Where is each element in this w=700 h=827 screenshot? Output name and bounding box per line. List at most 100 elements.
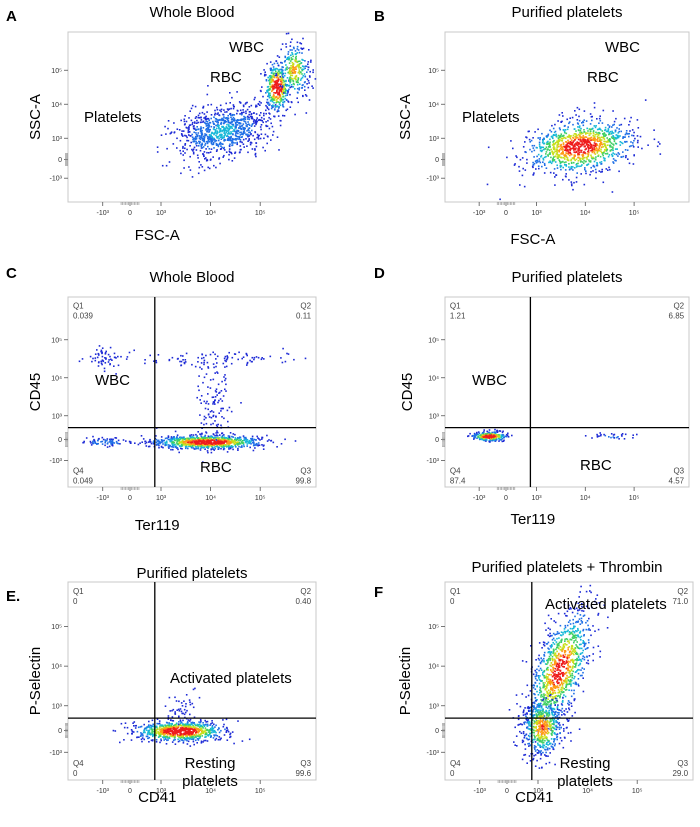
event-dot xyxy=(200,395,203,397)
event-dot xyxy=(198,166,201,169)
event-dot xyxy=(217,383,220,386)
event-dot xyxy=(248,127,251,129)
event-dot xyxy=(139,735,142,737)
event-dot xyxy=(262,445,265,447)
event-dot xyxy=(526,162,528,164)
event-dot xyxy=(246,125,248,128)
event-dot xyxy=(204,435,206,438)
x-tick-label: 10³ xyxy=(531,210,542,217)
event-dot xyxy=(283,100,286,103)
event-dot xyxy=(235,122,237,125)
event-dot xyxy=(286,68,288,70)
event-dot xyxy=(578,119,581,122)
event-dot xyxy=(207,104,209,106)
event-dot xyxy=(281,85,284,87)
event-dot xyxy=(590,116,593,118)
event-dot xyxy=(231,96,233,99)
event-dot xyxy=(246,364,248,366)
event-dot xyxy=(266,90,268,93)
event-dot xyxy=(242,442,245,444)
event-dot xyxy=(218,399,220,402)
event-dot xyxy=(608,166,610,169)
event-dot xyxy=(216,132,219,134)
event-dot xyxy=(567,153,570,156)
event-dot xyxy=(90,442,92,444)
event-dot xyxy=(564,154,567,156)
event-dot xyxy=(227,445,229,447)
event-dot xyxy=(242,104,245,107)
event-dot xyxy=(272,98,275,101)
y-tick-label: 10⁵ xyxy=(428,337,439,344)
event-dot xyxy=(207,123,210,126)
event-dot xyxy=(551,124,553,127)
event-dot xyxy=(303,85,306,88)
event-dot xyxy=(219,134,221,137)
event-dot xyxy=(562,137,565,139)
event-dot xyxy=(595,142,597,145)
event-dot xyxy=(223,446,225,448)
event-dot xyxy=(593,106,596,109)
event-dot xyxy=(246,123,248,126)
event-dot xyxy=(301,69,304,72)
event-dot xyxy=(307,61,310,63)
event-dot xyxy=(172,143,175,145)
event-dot xyxy=(245,122,247,125)
event-dot xyxy=(166,147,168,150)
event-dot xyxy=(582,144,584,146)
event-dot xyxy=(577,147,580,150)
event-dot xyxy=(608,126,611,129)
event-dot xyxy=(577,152,579,154)
event-dot xyxy=(237,437,239,439)
event-dot xyxy=(618,130,620,133)
event-dot xyxy=(559,136,561,139)
event-dot xyxy=(301,52,303,54)
event-dot xyxy=(208,729,211,731)
event-dot xyxy=(531,165,534,168)
event-dot xyxy=(223,149,226,151)
event-dot xyxy=(523,185,526,188)
event-dot xyxy=(257,103,260,105)
event-dot xyxy=(196,122,198,124)
event-dot xyxy=(550,162,553,165)
event-dot xyxy=(632,134,635,137)
event-dot xyxy=(533,156,535,158)
event-dot xyxy=(234,439,236,441)
event-dot xyxy=(550,156,552,159)
event-dot xyxy=(589,132,591,134)
event-dot xyxy=(151,732,154,735)
event-dot xyxy=(187,128,190,130)
event-dot xyxy=(285,58,288,61)
event-dot xyxy=(236,441,238,444)
event-dot xyxy=(303,65,305,68)
event-dot xyxy=(193,448,196,450)
event-dot xyxy=(589,141,591,144)
event-dot xyxy=(101,359,104,361)
event-dot xyxy=(553,159,556,161)
event-dot xyxy=(188,738,191,740)
event-dot xyxy=(223,127,226,129)
event-dot xyxy=(220,123,222,125)
event-dot xyxy=(560,139,563,142)
event-dot xyxy=(534,131,536,133)
event-dot xyxy=(573,158,575,160)
event-dot xyxy=(228,125,231,128)
event-dot xyxy=(245,440,247,442)
event-dot xyxy=(290,77,293,79)
population-label: WBC xyxy=(229,39,264,56)
event-dot xyxy=(501,435,504,438)
event-dot xyxy=(221,136,223,138)
event-dot xyxy=(277,110,280,112)
event-dot xyxy=(183,737,186,739)
event-dot xyxy=(78,360,81,363)
event-dot xyxy=(167,444,170,446)
event-dot xyxy=(281,91,283,93)
event-dot xyxy=(216,355,219,358)
event-dot xyxy=(236,124,239,126)
event-dot xyxy=(220,138,223,140)
event-dot xyxy=(199,130,202,133)
event-dot xyxy=(565,150,568,152)
event-dot xyxy=(599,161,601,164)
event-dot xyxy=(228,127,231,129)
event-dot xyxy=(177,740,180,743)
event-dot xyxy=(203,359,206,362)
